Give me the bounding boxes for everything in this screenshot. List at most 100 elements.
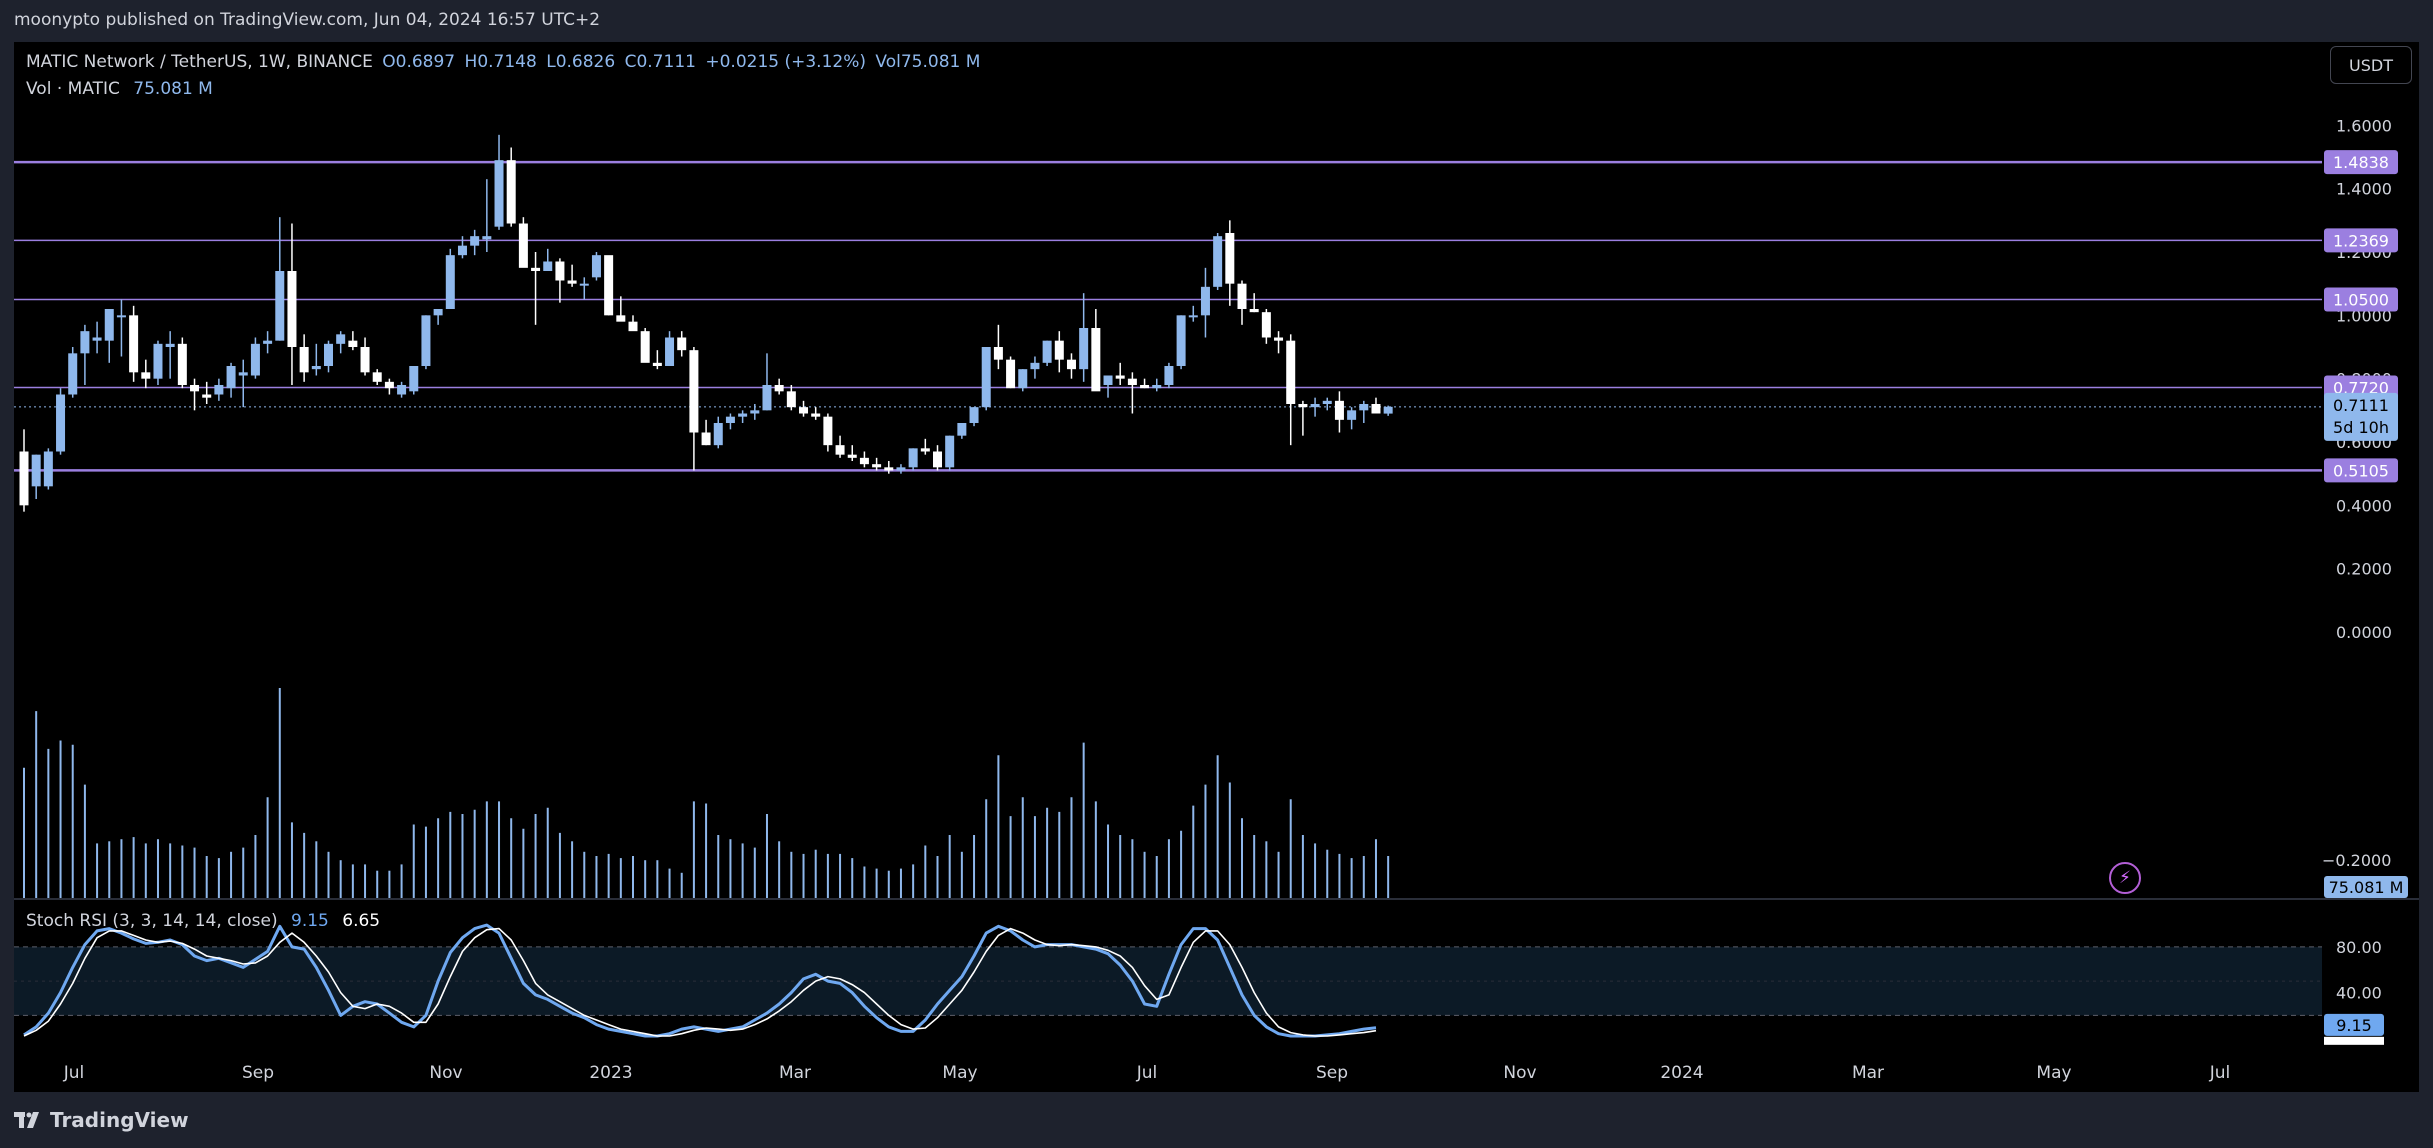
candle-body bbox=[360, 347, 370, 373]
candle-body bbox=[1322, 400, 1332, 404]
candle-body bbox=[250, 343, 260, 376]
candle-body bbox=[1164, 366, 1174, 385]
high-value: H0.7148 bbox=[464, 52, 537, 72]
time-axis-label: Mar bbox=[779, 1063, 811, 1083]
level-price-label: 0.5105 bbox=[2333, 461, 2389, 480]
currency-button[interactable]: USDT bbox=[2330, 46, 2412, 84]
candle-body bbox=[908, 448, 918, 468]
candle-body bbox=[725, 416, 735, 423]
candle-body bbox=[604, 255, 614, 316]
candle-body bbox=[348, 340, 358, 347]
candle-body bbox=[129, 315, 139, 373]
candle-body bbox=[1298, 404, 1308, 408]
last-price-label: 0.7111 bbox=[2333, 396, 2389, 415]
candle-body bbox=[555, 261, 565, 281]
candle-body bbox=[482, 236, 492, 240]
candle-body bbox=[713, 423, 723, 446]
stoch-rsi-tick-label: 80.00 bbox=[2336, 938, 2382, 957]
price-tick-label: −0.2000 bbox=[2322, 851, 2391, 870]
candle-body bbox=[214, 385, 224, 395]
candle-body bbox=[1213, 236, 1223, 287]
time-axis-label: Sep bbox=[242, 1063, 274, 1083]
stoch-rsi-d-badge bbox=[2324, 1036, 2384, 1045]
volume-value: Vol75.081 M bbox=[875, 52, 981, 72]
chart-frame: 0.40000.60000.80001.00001.20001.40001.60… bbox=[14, 42, 2419, 1092]
candle-body bbox=[1054, 340, 1064, 360]
countdown-label: 5d 10h bbox=[2333, 418, 2389, 437]
candle-body bbox=[116, 315, 126, 318]
candle-body bbox=[896, 467, 906, 471]
candle-body bbox=[1286, 340, 1296, 404]
price-tick-label: 0.4000 bbox=[2336, 496, 2392, 515]
candle-body bbox=[579, 283, 589, 286]
candle-body bbox=[518, 223, 528, 268]
candle-body bbox=[104, 309, 114, 341]
change-value: +0.0215 (+3.12%) bbox=[705, 52, 867, 72]
candle-body bbox=[872, 464, 882, 468]
candle-body bbox=[762, 385, 772, 411]
tradingview-logo[interactable]: TradingView bbox=[14, 1108, 189, 1132]
time-axis-label: Nov bbox=[1503, 1063, 1536, 1083]
time-axis-label: 2023 bbox=[589, 1063, 632, 1083]
candle-body bbox=[1334, 400, 1344, 420]
candle-body bbox=[43, 451, 53, 487]
candle-body bbox=[859, 457, 869, 465]
candle-body bbox=[384, 381, 394, 389]
time-axis-label: Jul bbox=[63, 1063, 85, 1083]
time-axis-label: May bbox=[942, 1063, 977, 1083]
stoch-rsi-k-value: 9.15 bbox=[291, 911, 329, 931]
candle-body bbox=[567, 280, 577, 284]
level-price-label: 1.2369 bbox=[2333, 231, 2389, 250]
candle-body bbox=[1188, 315, 1198, 318]
price-tick-label: 0.0000 bbox=[2336, 623, 2392, 642]
candle-body bbox=[1310, 404, 1320, 408]
candle-body bbox=[31, 454, 41, 487]
chart-canvas[interactable]: 0.40000.60000.80001.00001.20001.40001.60… bbox=[14, 42, 2419, 1092]
lightning-icon[interactable]: ⚡ bbox=[2109, 862, 2141, 894]
level-price-badge bbox=[2324, 228, 2398, 253]
candle-body bbox=[531, 267, 541, 271]
candle-body bbox=[847, 454, 857, 458]
candle-body bbox=[957, 423, 967, 436]
candle-body bbox=[665, 337, 675, 366]
stoch-rsi-k-badge bbox=[2324, 1013, 2384, 1036]
candle-body bbox=[190, 385, 200, 392]
candle-body bbox=[701, 432, 711, 446]
candle-body bbox=[543, 261, 553, 271]
candle-body bbox=[591, 255, 601, 278]
candle-body bbox=[141, 372, 151, 379]
time-axis-label: Sep bbox=[1316, 1063, 1348, 1083]
candle-body bbox=[1127, 378, 1137, 385]
candle-body bbox=[1237, 283, 1247, 309]
candle-body bbox=[823, 416, 833, 446]
candle-body bbox=[933, 451, 942, 468]
candle-body bbox=[1261, 312, 1271, 338]
candle-body bbox=[1006, 359, 1016, 389]
candle-body bbox=[324, 343, 333, 366]
candle-body bbox=[1249, 309, 1259, 313]
candle-body bbox=[640, 331, 650, 363]
footer-brand: TradingView bbox=[50, 1108, 189, 1132]
candle-body bbox=[920, 448, 930, 452]
close-value: C0.7111 bbox=[624, 52, 696, 72]
tradingview-logo-icon bbox=[14, 1112, 39, 1128]
candle-body bbox=[616, 315, 626, 322]
candle-body bbox=[287, 271, 297, 347]
candle-body bbox=[1359, 404, 1369, 411]
candle-body bbox=[1383, 406, 1393, 414]
candle-body bbox=[1018, 369, 1028, 389]
candle-body bbox=[786, 391, 796, 408]
stoch-rsi-d-value: 6.65 bbox=[342, 911, 381, 931]
candle-body bbox=[177, 343, 187, 385]
volume-value-badge bbox=[2324, 876, 2408, 898]
volume-legend: Vol · MATIC 75.081 M bbox=[26, 79, 213, 99]
symbol-legend: MATIC Network / TetherUS, 1W, BINANCE O0… bbox=[26, 52, 984, 72]
candle-body bbox=[835, 445, 845, 455]
candle-body bbox=[652, 362, 662, 366]
candle-body bbox=[409, 366, 419, 392]
candle-body bbox=[774, 385, 784, 392]
stoch-rsi-legend: Stoch RSI (3, 3, 14, 14, close) 9.15 6.6… bbox=[26, 911, 380, 931]
candle-body bbox=[494, 160, 504, 227]
candle-body bbox=[299, 347, 309, 373]
symbol-title: MATIC Network / TetherUS, 1W, BINANCE bbox=[26, 52, 373, 72]
